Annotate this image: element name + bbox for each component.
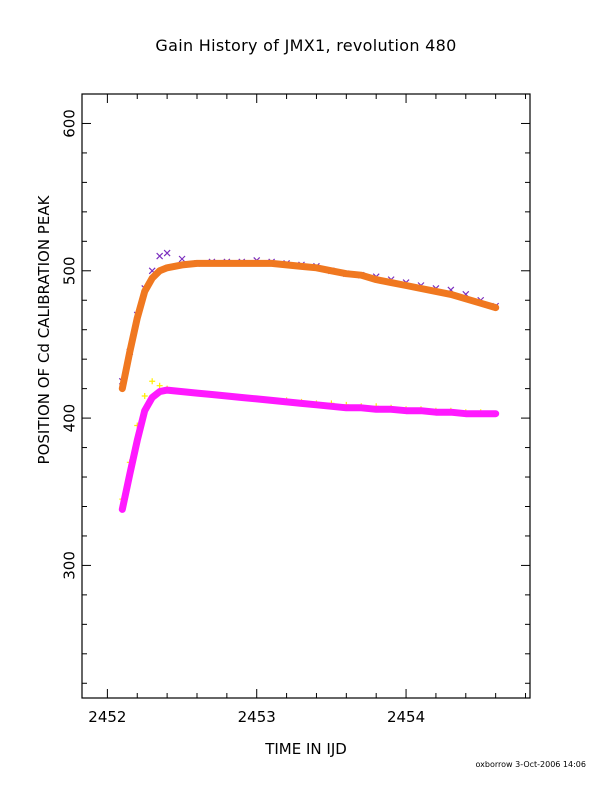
series-2-point: [156, 382, 163, 389]
series-1-fit-line: [118, 259, 500, 393]
x-axis-label: TIME IN IJD: [265, 740, 347, 758]
x-tick-label: 2453: [238, 708, 276, 726]
series-0-point: [156, 252, 164, 260]
y-axis-label: POSITION OF Cd CALIBRATION PEAK: [35, 195, 53, 465]
series-2-point: [141, 393, 148, 399]
x-tick-label: 2454: [387, 708, 425, 726]
series-0-point: [178, 255, 186, 263]
plot-frame: [81, 93, 531, 699]
x-tick-label: 2452: [88, 708, 126, 726]
y-tick-label: 600: [61, 109, 79, 138]
footer-stamp: oxborrow 3-Oct-2006 14:06: [475, 760, 586, 769]
series-2-point: [149, 378, 156, 385]
y-tick-label: 300: [61, 551, 79, 580]
y-tick-label: 500: [61, 256, 79, 285]
series-0-point: [163, 249, 171, 257]
chart-title: Gain History of JMX1, revolution 480: [155, 36, 457, 55]
series-3-fit-line: [118, 386, 500, 513]
y-tick-label: 400: [61, 404, 79, 433]
